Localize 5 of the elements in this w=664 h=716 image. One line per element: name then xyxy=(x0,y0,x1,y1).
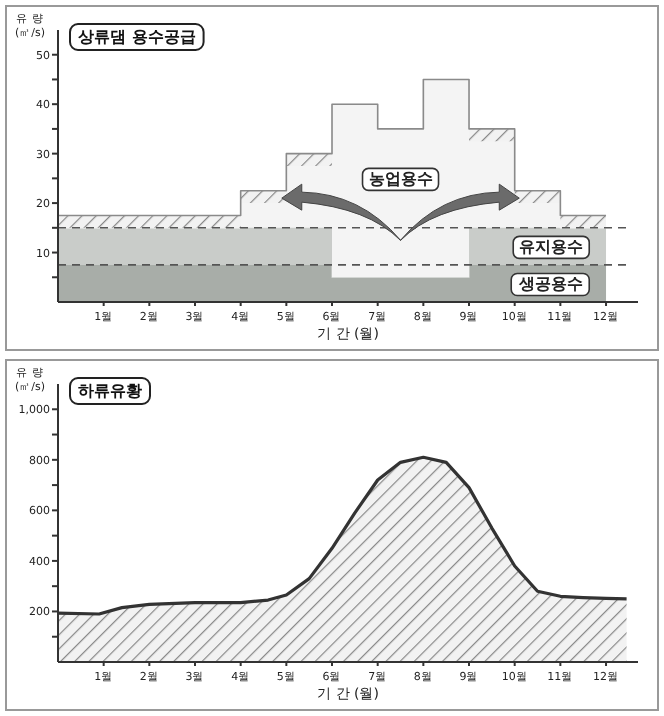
chart-title: 하류유황 xyxy=(78,382,142,400)
chart-title: 상류댐 용수공급 xyxy=(78,28,196,46)
series-label: 생공용수 xyxy=(517,275,584,294)
series-label: 농업용수 xyxy=(368,170,433,189)
series-label: 유지용수 xyxy=(519,238,584,257)
